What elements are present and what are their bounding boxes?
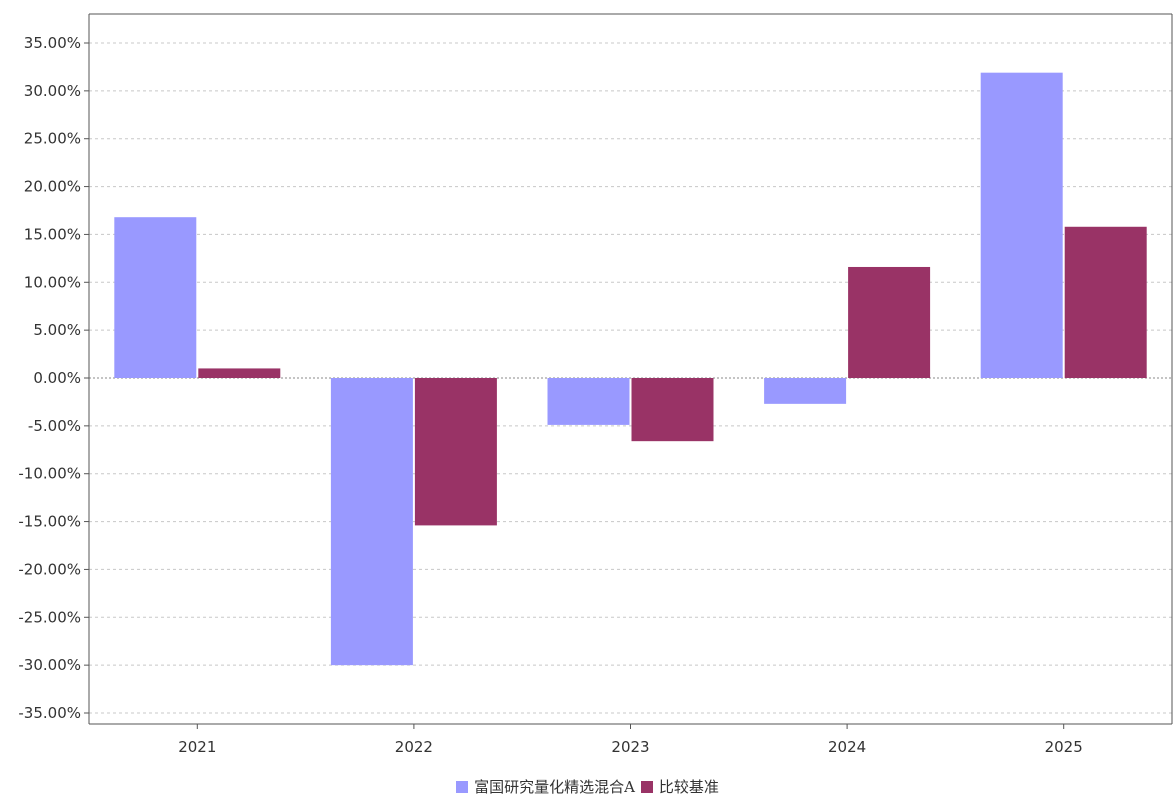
y-tick-label: -5.00% — [28, 417, 81, 435]
bars — [114, 72, 1147, 666]
y-tick-label: 15.00% — [24, 225, 81, 243]
x-tick-labels: 2021 2022 2023 2024 2025 — [178, 738, 1083, 756]
legend-label-fund: 富国研究量化精选混合A — [474, 778, 635, 796]
legend-item-benchmark: 比较基准 — [640, 776, 719, 797]
y-tick-label: 35.00% — [24, 34, 81, 52]
x-tick-label: 2022 — [395, 738, 433, 756]
bar-2021-series-0 — [114, 217, 197, 378]
x-tick-label: 2023 — [611, 738, 649, 756]
legend-item-fund: 富国研究量化精选混合A — [456, 776, 635, 797]
legend-swatch-fund — [456, 780, 469, 793]
bar-2022-series-1 — [414, 378, 497, 526]
y-tick-label: 30.00% — [24, 82, 81, 100]
y-tick-label: 20.00% — [24, 178, 81, 196]
y-tick-label: -30.00% — [18, 656, 81, 674]
bar-2025-series-0 — [980, 72, 1063, 379]
legend-label-benchmark: 比较基准 — [658, 778, 719, 796]
bar-2022-series-0 — [330, 378, 413, 666]
y-tick-label: 10.00% — [24, 273, 81, 291]
legend-swatch-benchmark — [640, 780, 653, 793]
y-tick-label: 0.00% — [33, 369, 81, 387]
axes — [84, 13, 1173, 729]
y-tick-label: 25.00% — [24, 130, 81, 148]
bar-2023-series-1 — [631, 378, 714, 442]
y-tick-label: -10.00% — [18, 465, 81, 483]
bar-2021-series-1 — [198, 368, 281, 378]
bar-2023-series-0 — [547, 378, 630, 425]
grid-lines — [89, 42, 1172, 714]
y-tick-label: -20.00% — [18, 560, 81, 578]
x-tick-label: 2021 — [178, 738, 216, 756]
y-tick-label: 5.00% — [33, 321, 81, 339]
x-tick-label: 2024 — [828, 738, 866, 756]
x-tick-label: 2025 — [1045, 738, 1083, 756]
legend: 富国研究量化精选混合A 比较基准 — [0, 776, 1175, 797]
y-tick-labels: 35.00% 30.00% 25.00% 20.00% 15.00% 10.00% 5.00… — [18, 34, 81, 722]
bar-2025-series-1 — [1064, 226, 1147, 378]
y-tick-label: -15.00% — [18, 513, 81, 531]
y-tick-label: -35.00% — [18, 704, 81, 722]
y-tick-label: -25.00% — [18, 608, 81, 626]
bar-chart: 35.00% 30.00% 25.00% 20.00% 15.00% 10.00% 5.00… — [18, 13, 1173, 756]
bar-2024-series-1 — [848, 266, 931, 378]
bar-2024-series-0 — [764, 378, 847, 404]
